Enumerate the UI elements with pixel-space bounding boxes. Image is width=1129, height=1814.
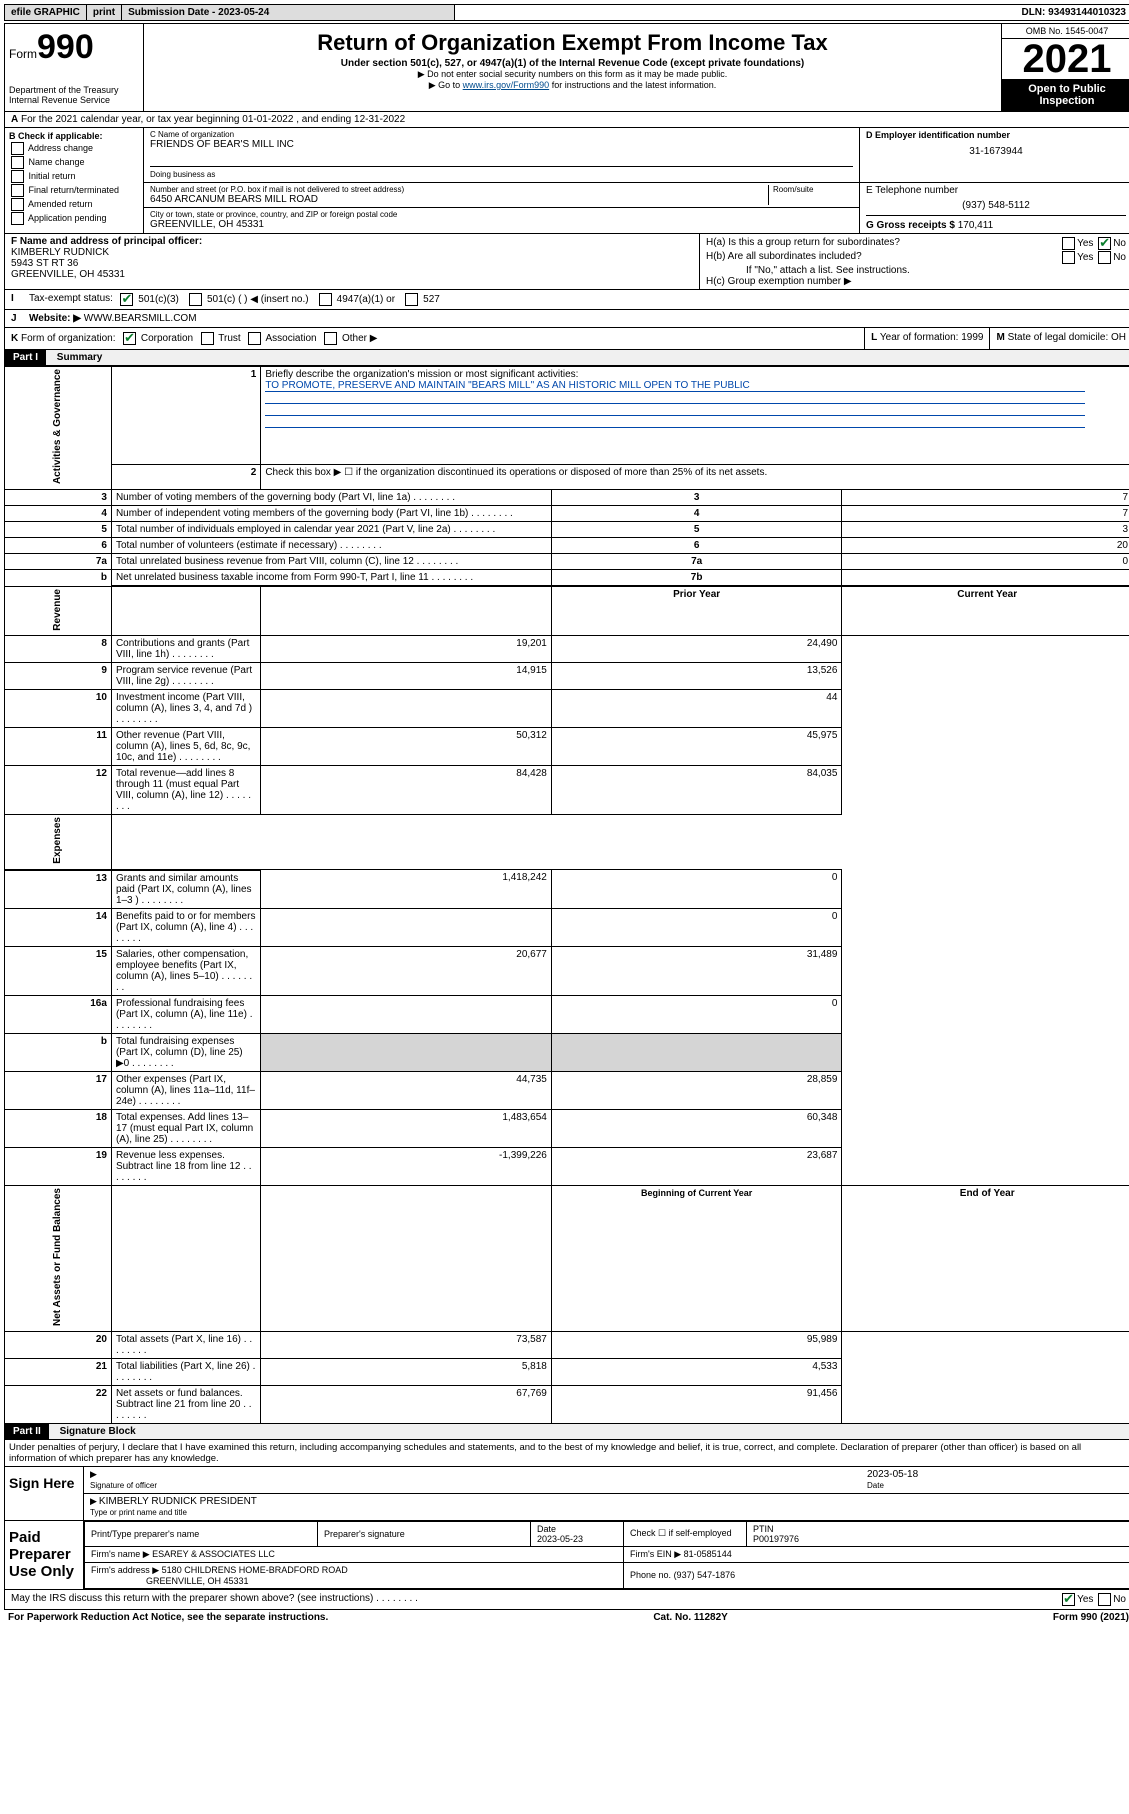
checkbox-final-return-terminated[interactable]: Final return/terminated xyxy=(9,184,139,197)
form-number: 990 xyxy=(37,28,94,66)
side-revenue: Revenue xyxy=(52,589,63,631)
top-bar: efile GRAPHIC print Submission Date - 20… xyxy=(4,4,1129,21)
sign-date: 2023-05-18 xyxy=(867,1469,918,1480)
col-b: B Check if applicable: Address change Na… xyxy=(5,128,144,233)
dept-label: Department of the Treasury xyxy=(9,85,139,95)
side-netassets: Net Assets or Fund Balances xyxy=(52,1188,63,1326)
side-governance: Activities & Governance xyxy=(52,369,63,484)
print-button[interactable]: print xyxy=(87,5,122,20)
ptin: P00197976 xyxy=(753,1534,799,1544)
form-title: Return of Organization Exempt From Incom… xyxy=(150,30,995,56)
org-name: FRIENDS OF BEAR'S MILL INC xyxy=(150,139,853,150)
tax-year: 2021 xyxy=(1002,39,1129,79)
sign-here-block: Sign Here Signature of officer 2023-05-1… xyxy=(4,1467,1129,1521)
firm-name: ESAREY & ASSOCIATES LLC xyxy=(152,1549,275,1559)
officer-name: KIMBERLY RUDNICK xyxy=(11,247,693,258)
checkbox-application-pending[interactable]: Application pending xyxy=(9,212,139,225)
efile-label: efile GRAPHIC xyxy=(5,5,87,20)
irs-label: Internal Revenue Service xyxy=(9,95,139,105)
row-a: A For the 2021 calendar year, or tax yea… xyxy=(4,112,1129,128)
part2-header: Part II Signature Block xyxy=(4,1424,1129,1440)
checkbox-name-change[interactable]: Name change xyxy=(9,156,139,169)
website: WWW.BEARSMILL.COM xyxy=(84,313,197,324)
phone: (937) 548-5112 xyxy=(866,200,1126,211)
dln: DLN: 93493144010323 xyxy=(1015,5,1129,20)
open-inspection: Open to Public Inspection xyxy=(1002,79,1129,111)
signer-name: KIMBERLY RUDNICK PRESIDENT xyxy=(99,1496,257,1507)
block-fh: F Name and address of principal officer:… xyxy=(4,234,1129,290)
prep-date: 2023-05-23 xyxy=(537,1534,583,1544)
ein: 31-1673944 xyxy=(866,146,1126,157)
submission-date: Submission Date - 2023-05-24 xyxy=(122,5,455,20)
irs-link[interactable]: www.irs.gov/Form990 xyxy=(463,80,550,90)
paid-preparer-block: Paid Preparer Use Only Print/Type prepar… xyxy=(4,1521,1129,1590)
note-link: ▶ Go to www.irs.gov/Form990 for instruct… xyxy=(150,80,995,91)
checkbox-amended-return[interactable]: Amended return xyxy=(9,198,139,211)
part1-header: Part I Summary xyxy=(4,350,1129,366)
summary-table: Activities & Governance 1 Briefly descri… xyxy=(4,366,1129,1424)
street: 6450 ARCANUM BEARS MILL ROAD xyxy=(150,194,768,205)
row-j: J Website: ▶ WWW.BEARSMILL.COM xyxy=(4,310,1129,328)
block-bcdeg: B Check if applicable: Address change Na… xyxy=(4,128,1129,234)
may-discuss: May the IRS discuss this return with the… xyxy=(4,1590,1129,1610)
checkbox-address-change[interactable]: Address change xyxy=(9,142,139,155)
row-klm: K Form of organization: Corporation Trus… xyxy=(4,328,1129,350)
city: GREENVILLE, OH 45331 xyxy=(150,219,853,230)
penalties-text: Under penalties of perjury, I declare th… xyxy=(4,1440,1129,1467)
form-label: Form xyxy=(9,47,37,61)
row-i: I Tax-exempt status: 501(c)(3) 501(c) ( … xyxy=(4,290,1129,310)
firm-phone: (937) 547-1876 xyxy=(674,1570,736,1580)
note-ssn: ▶ Do not enter social security numbers o… xyxy=(150,69,995,80)
form-header: Form990 Department of the Treasury Inter… xyxy=(4,23,1129,112)
form-subtitle: Under section 501(c), 527, or 4947(a)(1)… xyxy=(150,58,995,69)
firm-ein: 81-0585144 xyxy=(684,1549,732,1559)
page-footer: For Paperwork Reduction Act Notice, see … xyxy=(4,1610,1129,1625)
side-expenses: Expenses xyxy=(52,817,63,864)
mission: TO PROMOTE, PRESERVE AND MAINTAIN "BEARS… xyxy=(265,380,1085,392)
gross-receipts: 170,411 xyxy=(958,220,993,231)
checkbox-initial-return[interactable]: Initial return xyxy=(9,170,139,183)
